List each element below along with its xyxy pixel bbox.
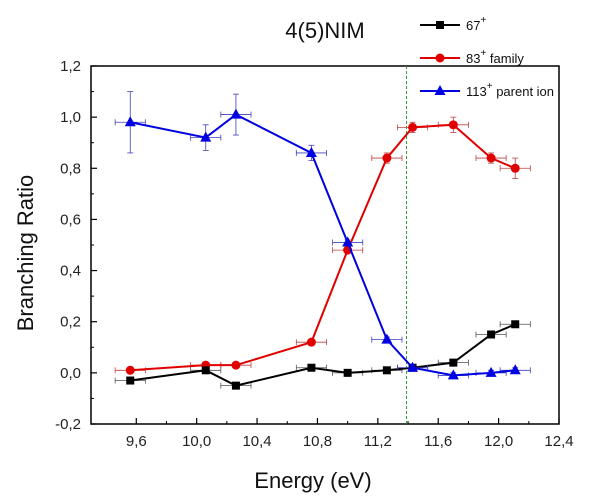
x-tick-label: 10,4 <box>242 433 271 450</box>
legend-marker <box>434 85 446 95</box>
legend-suffix: family <box>486 51 524 66</box>
series-line <box>130 323 516 387</box>
data-point <box>125 365 135 375</box>
series-83 <box>114 116 531 375</box>
x-axis-ticks: 9,6 10,0 10,4 10,8 11,2 11,6 12,0 12,4 <box>126 418 574 450</box>
series-line <box>130 123 516 372</box>
data-point <box>511 320 520 329</box>
data-point <box>201 366 210 375</box>
legend-series-name: 113 <box>466 84 487 99</box>
x-tick-label: 12,0 <box>484 433 513 450</box>
data-point <box>408 122 418 132</box>
data-point <box>305 146 317 157</box>
data-point <box>381 333 393 344</box>
x-tick-label: 9,6 <box>126 433 147 450</box>
y-tick-label: 1,2 <box>60 58 81 75</box>
y-tick-label: 0,2 <box>60 314 81 331</box>
data-point <box>487 330 496 339</box>
data-point <box>342 236 354 247</box>
data-point <box>231 360 241 370</box>
data-point <box>486 153 496 163</box>
series-113 <box>114 91 531 380</box>
legend-superscript: + <box>480 48 486 59</box>
y-tick-label: 1,0 <box>60 109 81 126</box>
x-tick-label: 11,2 <box>364 433 392 450</box>
data-point <box>343 368 352 377</box>
y-tick-label: 0,4 <box>60 263 81 280</box>
data-point <box>382 153 392 163</box>
series-67 <box>114 320 531 390</box>
data-point <box>231 381 240 390</box>
y-tick-label: -0,2 <box>55 416 81 433</box>
x-tick-label: 10,0 <box>182 433 211 450</box>
legend-entry-67: 67+ <box>420 15 486 33</box>
data-point <box>449 358 458 367</box>
data-point <box>230 108 242 119</box>
y-axis-ticks: -0,2 0,0 0,2 0,4 0,6 0,8 1,0 1,2 <box>55 58 97 433</box>
legend-label: 83+ family <box>466 48 524 66</box>
legend-superscript: + <box>487 81 493 92</box>
legend-series-name: 67 <box>466 18 480 33</box>
data-point <box>407 361 419 372</box>
series-line <box>130 113 516 377</box>
legend-label: 113+ parent ion <box>466 81 554 99</box>
chart-title: 4(5)NIM <box>285 18 364 43</box>
data-point <box>124 116 136 127</box>
data-point <box>382 366 391 375</box>
legend-superscript: + <box>480 15 486 26</box>
series-layer <box>114 91 531 390</box>
data-point <box>448 120 458 130</box>
x-tick-label: 10,8 <box>303 433 332 450</box>
x-axis-title: Energy (eV) <box>254 468 371 493</box>
y-tick-label: 0,6 <box>60 211 81 228</box>
legend-label: 67+ <box>466 15 486 33</box>
x-tick-label: 11,6 <box>424 433 452 450</box>
legend-entry-83: 83+ family <box>420 48 524 66</box>
data-point <box>509 364 521 375</box>
legend-series-name: 83 <box>466 51 480 66</box>
legend-entry-113: 113+ parent ion <box>420 81 554 99</box>
data-point <box>510 163 520 173</box>
data-point <box>485 366 497 377</box>
legend-suffix: parent ion <box>493 84 554 99</box>
data-point <box>200 131 212 142</box>
data-point <box>306 337 316 347</box>
y-tick-label: 0,0 <box>60 365 81 382</box>
x-tick-label: 12,4 <box>544 433 573 450</box>
legend-marker <box>436 21 444 29</box>
data-point <box>447 369 459 380</box>
y-axis-title: Branching Ratio <box>13 175 38 332</box>
data-point <box>307 363 316 372</box>
legend-marker <box>435 53 445 63</box>
y-tick-label: 0,8 <box>60 160 81 177</box>
data-point <box>126 376 135 385</box>
